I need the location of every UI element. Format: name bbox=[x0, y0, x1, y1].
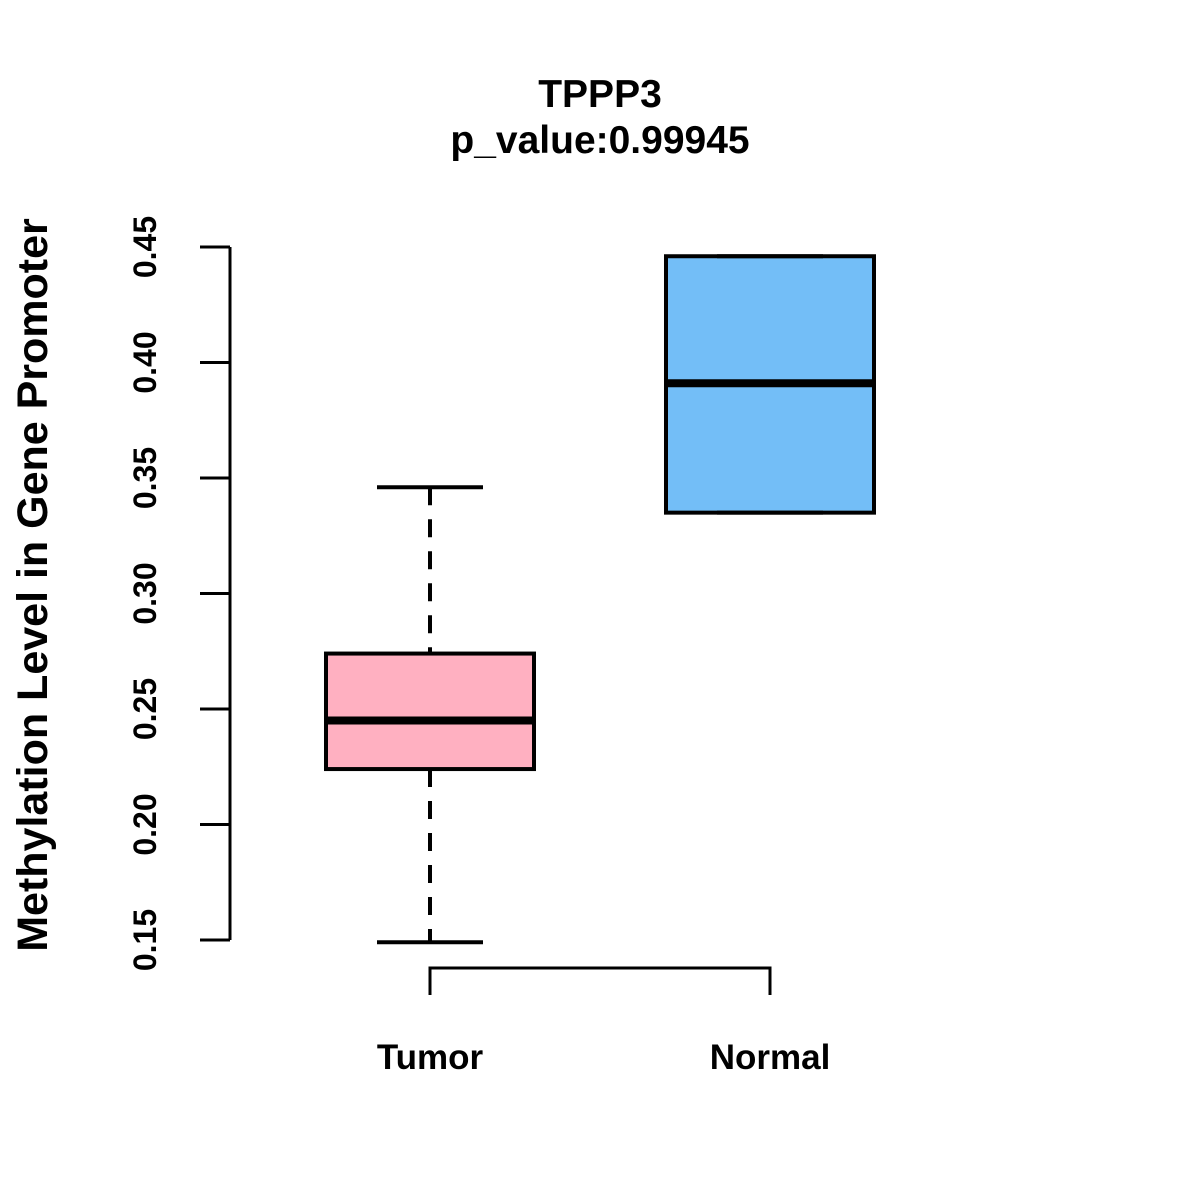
y-axis-tick-label: 0.45 bbox=[127, 216, 163, 278]
y-axis-tick-label: 0.20 bbox=[127, 793, 163, 855]
x-axis-bracket bbox=[428, 966, 772, 995]
y-axis-tick-label: 0.30 bbox=[127, 562, 163, 624]
y-axis-tick-label: 0.40 bbox=[127, 331, 163, 393]
y-axis-tick-label: 0.15 bbox=[127, 909, 163, 971]
chart-title: TPPP3 bbox=[538, 73, 662, 116]
x-category-label-normal: Normal bbox=[709, 1038, 831, 1077]
y-axis-tick-label: 0.25 bbox=[127, 678, 163, 740]
y-axis-label: Methylation Level in Gene Promoter bbox=[9, 218, 57, 952]
chart-subtitle-pvalue: p_value:0.99945 bbox=[450, 119, 750, 162]
box-tumor bbox=[324, 651, 536, 772]
y-axis-tick-label: 0.35 bbox=[127, 447, 163, 509]
x-category-label-tumor: Tumor bbox=[376, 1038, 484, 1077]
